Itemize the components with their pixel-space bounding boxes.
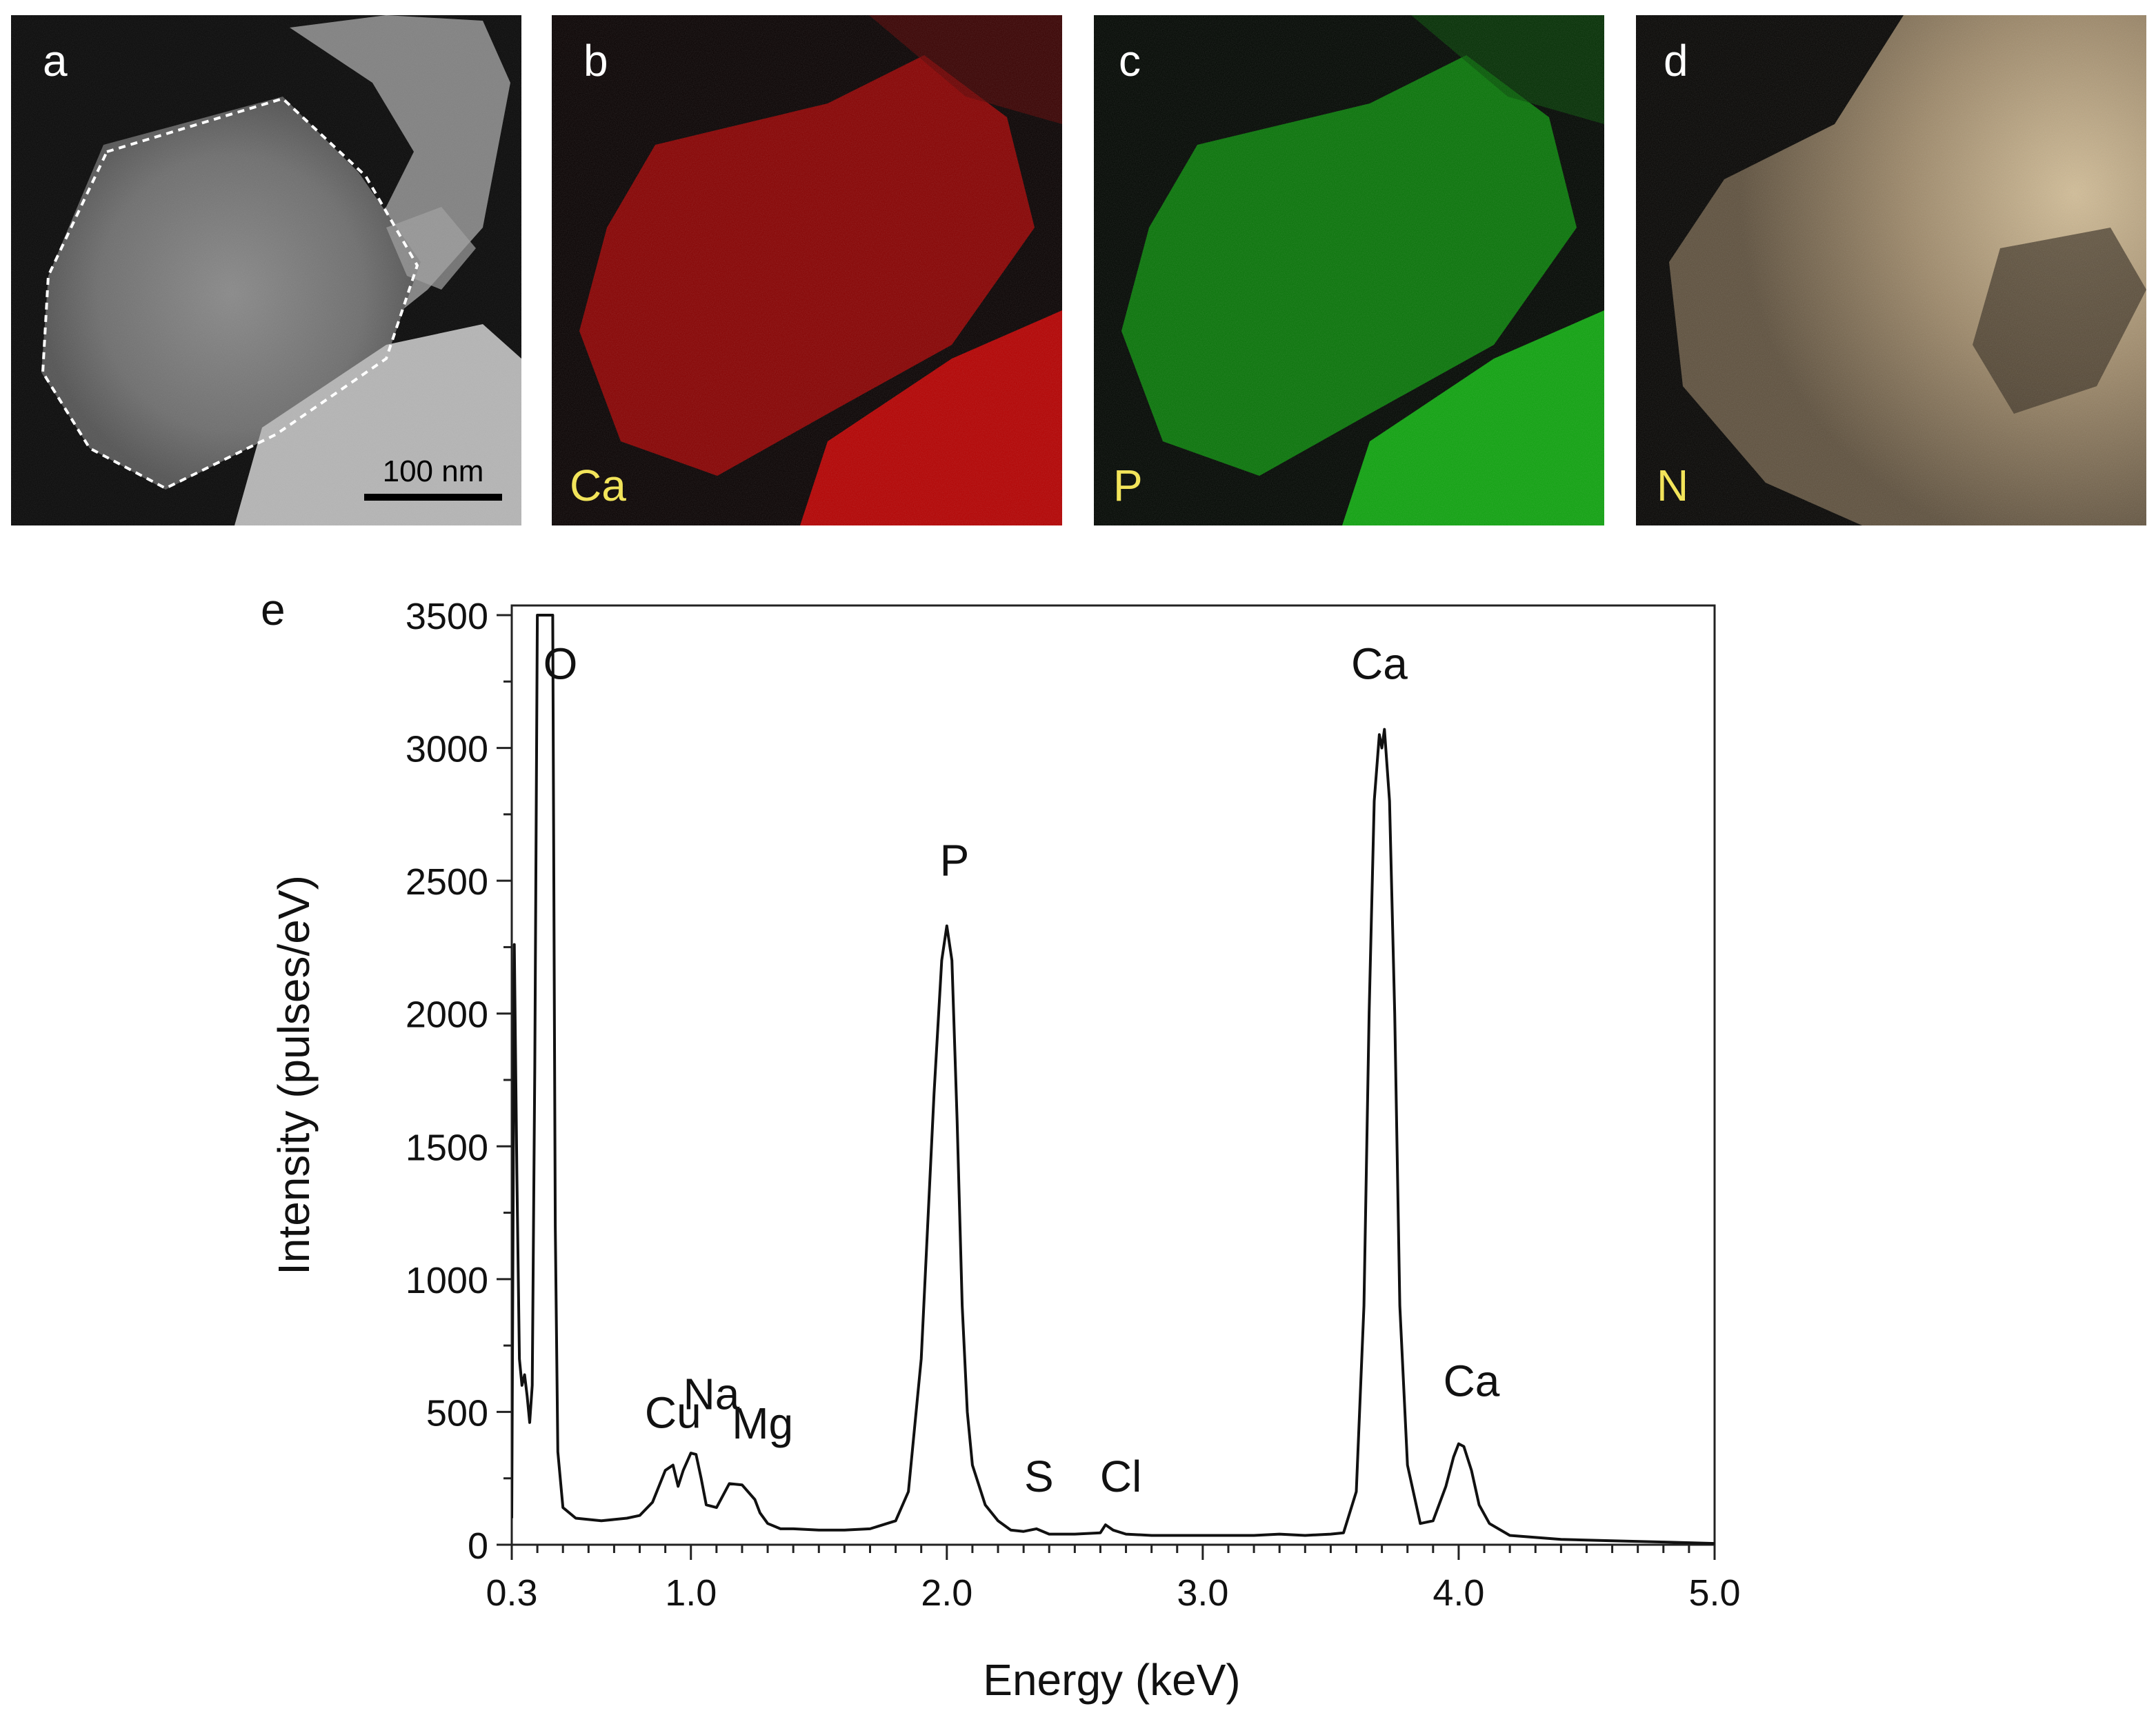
x-tick-label: 4.0 <box>1433 1572 1484 1614</box>
scale-bar-label: 100 nm <box>383 454 484 488</box>
peak-label: Cu <box>645 1388 701 1438</box>
y-tick-label: 2000 <box>406 994 488 1036</box>
y-tick-label: 500 <box>426 1392 488 1434</box>
panel-d-letter: d <box>1664 36 1688 86</box>
peak-label: P <box>940 835 970 885</box>
panel-c-element: P <box>1113 461 1143 510</box>
x-tick-label: 1.0 <box>665 1572 717 1614</box>
panel-c-letter: c <box>1119 36 1141 86</box>
y-tick-label: 3500 <box>406 596 488 637</box>
axis-ticks <box>497 614 1716 1560</box>
y-tick-label: 2500 <box>406 861 488 903</box>
spectrum-line <box>512 614 1715 1545</box>
panel-a-texture <box>11 15 521 525</box>
peak-label: S <box>1024 1452 1054 1501</box>
peak-label: O <box>543 639 578 688</box>
x-axis-label: Energy (keV) <box>983 1655 1240 1705</box>
y-axis-label: Intensity (pulses/eV) <box>269 875 319 1275</box>
spectrum-chart: e 0 500 1000 1500 2000 2500 3000 3500 0.3 1.0 2.0 3… <box>261 585 1741 1705</box>
axis-tick-labels: 0 500 1000 1500 2000 2500 3000 3500 0.3 1.0 2.0 3.0… <box>406 596 1741 1614</box>
peak-label: Mg <box>732 1399 793 1448</box>
x-tick-label: 0.3 <box>486 1572 537 1614</box>
panel-a <box>11 15 521 525</box>
y-tick-label: 1500 <box>406 1127 488 1168</box>
panel-b-element: Ca <box>570 461 626 510</box>
panel-c <box>1094 15 1604 525</box>
y-tick-label: 1000 <box>406 1260 488 1301</box>
peak-label: Na <box>683 1370 740 1419</box>
particle-outline <box>41 97 419 490</box>
panel-a-letter: a <box>43 36 68 86</box>
peak-label: Ca <box>1351 639 1408 688</box>
panel-d <box>1636 15 2146 525</box>
peak-label: Ca <box>1444 1356 1500 1405</box>
x-tick-label: 3.0 <box>1177 1572 1228 1614</box>
panel-b <box>552 15 1062 525</box>
panel-b-letter: b <box>583 36 608 86</box>
y-tick-label: 0 <box>468 1525 488 1567</box>
x-tick-label: 2.0 <box>921 1572 972 1614</box>
peak-label: Cl <box>1100 1452 1141 1501</box>
panel-e-letter: e <box>261 585 286 634</box>
scale-bar <box>364 494 502 501</box>
y-tick-label: 3000 <box>406 729 488 770</box>
panel-d-element: N <box>1657 461 1688 510</box>
panel-c-texture <box>1094 15 1604 525</box>
x-tick-label: 5.0 <box>1688 1572 1740 1614</box>
panel-b-texture <box>552 15 1062 525</box>
plot-frame <box>510 604 1716 1546</box>
panel-d-texture <box>1636 15 2146 525</box>
